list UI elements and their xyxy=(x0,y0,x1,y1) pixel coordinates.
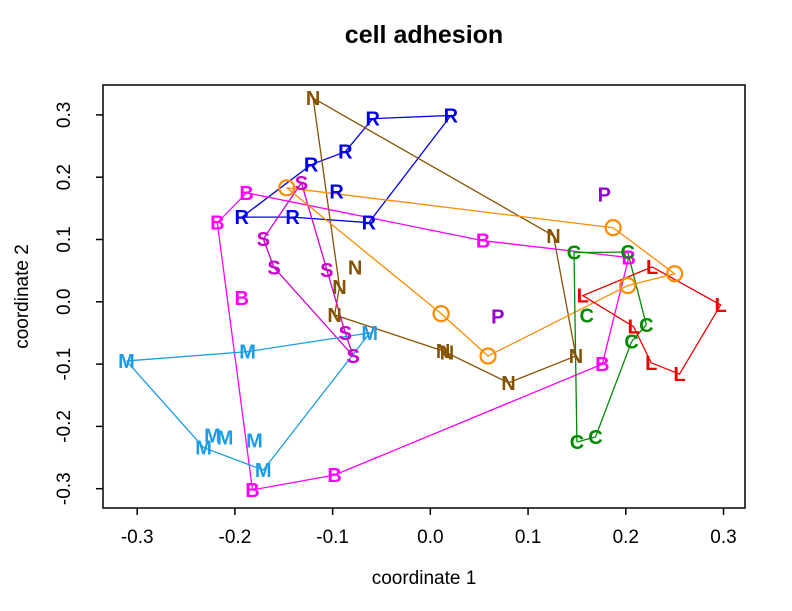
group-N-point-label: N xyxy=(546,226,560,248)
group-O-circle-marker xyxy=(479,347,497,365)
group-R-hull-line xyxy=(241,114,453,224)
x-tick-label: 0.2 xyxy=(613,527,639,548)
y-tick-label: 0.3 xyxy=(54,102,75,128)
group-P-point-label: P xyxy=(598,185,611,207)
group-L-hull-line xyxy=(581,266,722,375)
group-M-point-label: M xyxy=(217,428,234,450)
x-tick-label: -0.3 xyxy=(121,527,154,548)
group-L-point-label: L xyxy=(577,286,589,308)
group-L-point-label: L xyxy=(673,364,685,386)
x-tick-label: -0.1 xyxy=(316,527,349,548)
group-L-point-label: L xyxy=(714,295,726,317)
group-M-point-label: M xyxy=(195,438,212,460)
group-C-point-label: C xyxy=(579,306,593,328)
group-S-point-label: S xyxy=(295,173,308,195)
group-S-point-label: S xyxy=(267,258,280,280)
x-tick-label: 0.0 xyxy=(417,527,443,548)
y-axis-label: coordinate 2 xyxy=(12,244,33,349)
group-O-circle-marker xyxy=(666,265,684,283)
x-tick-label: 0.1 xyxy=(515,527,541,548)
group-N-point-label: N xyxy=(348,258,362,280)
group-N-hull-line xyxy=(312,97,577,384)
group-R-point-label: R xyxy=(365,109,380,131)
group-N-point-label: N xyxy=(327,305,341,327)
group-M-point-label: M xyxy=(204,426,221,448)
plot-box xyxy=(102,84,746,509)
y-tick-label: -0.2 xyxy=(54,410,75,443)
y-tick-label: 0.2 xyxy=(54,164,75,190)
y-tick-label: 0.0 xyxy=(54,289,75,315)
y-tick-label: -0.3 xyxy=(54,472,75,505)
group-S-point-label: S xyxy=(257,229,270,251)
group-B-point-label: B xyxy=(621,248,635,270)
group-M-point-label: M xyxy=(255,460,272,482)
group-L-point-label: L xyxy=(646,257,658,279)
group-O-circle-marker xyxy=(432,305,450,323)
group-M-point-label: M xyxy=(239,342,256,364)
group-R-point-label: R xyxy=(235,207,250,229)
group-C-point-label: C xyxy=(570,432,584,454)
x-tick-label: 0.3 xyxy=(710,527,736,548)
group-M-point-label: M xyxy=(118,351,135,373)
group-R-point-label: R xyxy=(304,155,319,177)
group-O-circle-marker xyxy=(604,219,622,237)
group-B-hull-line xyxy=(216,192,630,491)
group-S-hull-line xyxy=(262,182,354,357)
group-B-point-label: B xyxy=(595,354,609,376)
group-C-point-label: C xyxy=(621,242,635,264)
y-tick-label: 0.1 xyxy=(54,226,75,252)
group-N-point-label: N xyxy=(436,341,450,363)
group-N-point-label: N xyxy=(332,277,346,299)
group-C-point-label: C xyxy=(588,427,602,449)
group-S-point-label: S xyxy=(346,346,359,368)
group-O-circle-marker xyxy=(278,179,296,197)
group-B-point-label: B xyxy=(210,213,224,235)
group-L-point-label: L xyxy=(627,317,639,339)
group-S-point-label: S xyxy=(320,260,333,282)
group-B-point-label: B xyxy=(235,288,249,310)
group-C-hull-line xyxy=(573,251,648,443)
group-N-point-label: N xyxy=(440,342,454,364)
group-C-point-label: C xyxy=(624,332,638,354)
group-N-point-label: N xyxy=(306,88,320,110)
group-R-point-label: R xyxy=(329,182,344,204)
group-M-hull-line xyxy=(126,332,372,471)
group-O-hull-line xyxy=(286,187,677,357)
group-R-point-label: R xyxy=(285,207,300,229)
group-B-point-label: B xyxy=(245,480,259,502)
group-L-point-label: L xyxy=(645,353,657,375)
group-S-point-label: S xyxy=(339,323,352,345)
chart-title: cell adhesion xyxy=(345,21,503,49)
group-O-circle-marker xyxy=(619,276,637,295)
group-M-point-label: M xyxy=(361,323,378,345)
group-B-point-label: B xyxy=(476,231,490,253)
group-P-point-label: P xyxy=(491,307,504,329)
group-C-point-label: C xyxy=(639,315,653,337)
group-R-point-label: R xyxy=(444,106,459,128)
x-axis-label: coordinate 1 xyxy=(372,568,477,589)
group-N-point-label: N xyxy=(569,346,583,368)
group-B-point-label: B xyxy=(327,465,341,487)
y-tick-label: -0.1 xyxy=(54,348,75,381)
group-R-point-label: R xyxy=(362,213,377,235)
group-B-point-label: B xyxy=(239,183,253,205)
group-M-point-label: M xyxy=(246,431,263,453)
group-C-point-label: C xyxy=(567,243,581,265)
group-N-point-label: N xyxy=(501,373,515,395)
group-R-point-label: R xyxy=(338,142,353,164)
x-tick-label: -0.2 xyxy=(219,527,252,548)
